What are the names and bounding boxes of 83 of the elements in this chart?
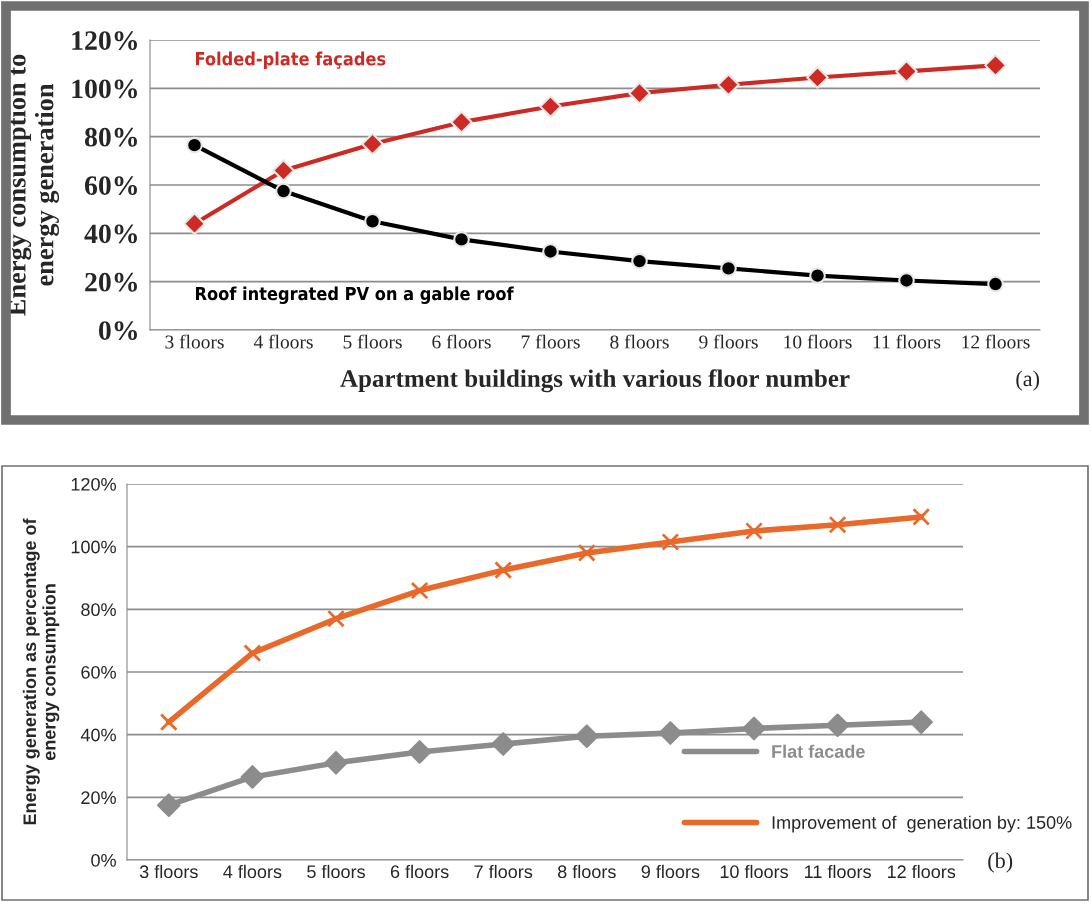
point bbox=[157, 793, 181, 817]
point bbox=[327, 609, 345, 628]
y-tick-label: 0% bbox=[91, 853, 116, 867]
x-tick-label: 8 floors bbox=[557, 864, 616, 879]
y-tick-label: 40% bbox=[84, 224, 137, 244]
y-tick-label: 60% bbox=[84, 176, 137, 195]
text: (b) bbox=[988, 852, 1013, 873]
point bbox=[159, 713, 178, 732]
point bbox=[494, 561, 513, 580]
x-tick-label: 6 floors bbox=[390, 864, 449, 879]
legend-label: Flat facade bbox=[772, 744, 865, 758]
x-tick-label: 3 floors bbox=[139, 864, 198, 879]
legend-label: Improvement of generation by: 150% bbox=[772, 815, 1072, 833]
text: Roof integrated PV on a gable roof bbox=[195, 286, 514, 305]
text: (a) bbox=[1016, 370, 1040, 391]
y-tick-label: 80% bbox=[84, 127, 137, 147]
point bbox=[745, 522, 763, 540]
point bbox=[450, 110, 473, 134]
y-axis-title: Energy generation as percentage of energy consumption bbox=[22, 518, 60, 825]
y-tick-label: 120% bbox=[72, 31, 137, 50]
point bbox=[984, 54, 1007, 77]
point bbox=[806, 66, 829, 89]
x-tick-label: 10 floors bbox=[720, 864, 788, 879]
y-tick-label: 20% bbox=[81, 791, 116, 805]
y-tick-label: 100% bbox=[72, 79, 137, 99]
y-tick-label: 120% bbox=[71, 477, 116, 491]
y-tick-label: 80% bbox=[81, 603, 116, 617]
point bbox=[542, 243, 559, 260]
point bbox=[658, 721, 683, 745]
point bbox=[364, 212, 381, 230]
x-tick-label: 6 floors bbox=[432, 334, 491, 349]
text: Folded-plate façades bbox=[195, 51, 386, 70]
point bbox=[183, 212, 206, 236]
point bbox=[240, 765, 265, 789]
point bbox=[987, 275, 1004, 293]
x-tick-label: 3 floors bbox=[165, 334, 224, 349]
point bbox=[491, 732, 515, 756]
point bbox=[453, 231, 470, 248]
point bbox=[912, 507, 931, 526]
point bbox=[828, 515, 847, 534]
x-axis-title: Apartment buildings with various floor number bbox=[340, 369, 850, 393]
point bbox=[361, 132, 384, 156]
point bbox=[272, 159, 295, 182]
point bbox=[809, 267, 826, 284]
x-tick-label: 9 floors bbox=[699, 334, 758, 349]
x-tick-label: 10 floors bbox=[784, 334, 852, 349]
x-tick-label: 11 floors bbox=[805, 864, 871, 879]
point bbox=[717, 73, 740, 97]
point bbox=[186, 136, 203, 154]
point bbox=[628, 81, 651, 105]
x-tick-label: 5 floors bbox=[343, 334, 402, 349]
x-tick-label: 7 floors bbox=[521, 334, 580, 349]
point bbox=[631, 252, 648, 270]
y-tick-label: 20% bbox=[85, 272, 137, 292]
point bbox=[720, 260, 737, 277]
point bbox=[575, 724, 599, 749]
x-tick-label: 7 floors bbox=[474, 864, 533, 879]
point bbox=[243, 644, 262, 663]
point bbox=[742, 716, 766, 741]
x-tick-label: 4 floors bbox=[223, 864, 282, 879]
x-tick-label: 8 floors bbox=[610, 334, 669, 349]
point bbox=[825, 713, 850, 738]
x-tick-label: 12 floors bbox=[962, 334, 1030, 349]
point bbox=[324, 751, 348, 775]
x-tick-label: 4 floors bbox=[253, 334, 313, 349]
point bbox=[407, 740, 432, 764]
point bbox=[275, 182, 292, 200]
x-tick-label: 12 floors bbox=[887, 864, 956, 879]
point bbox=[410, 581, 429, 600]
point bbox=[577, 543, 596, 562]
x-tick-label: 11 floors bbox=[873, 334, 941, 349]
x-tick-label: 9 floors bbox=[641, 864, 700, 879]
y-tick-label: 60% bbox=[81, 665, 116, 679]
y-tick-label: 0% bbox=[98, 321, 137, 340]
x-tick-label: 5 floors bbox=[307, 864, 365, 879]
point bbox=[661, 532, 680, 551]
point bbox=[895, 60, 918, 83]
y-tick-label: 100% bbox=[71, 540, 116, 554]
point bbox=[539, 95, 562, 118]
point bbox=[909, 710, 933, 734]
y-axis-title: Energy consumption to energy generation bbox=[7, 54, 60, 316]
point bbox=[898, 272, 915, 289]
y-tick-label: 40% bbox=[80, 728, 116, 742]
